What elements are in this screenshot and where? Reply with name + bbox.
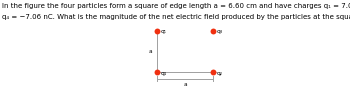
Text: q₁: q₁ [161, 29, 167, 35]
Text: In the figure the four particles form a square of edge length a = 6.60 cm and ha: In the figure the four particles form a … [2, 3, 350, 9]
Text: q₂: q₂ [217, 70, 223, 76]
Point [210, 71, 216, 73]
Point [210, 30, 216, 32]
Point [154, 30, 160, 32]
Text: q₄ = −7.06 nC. What is the magnitude of the net electric field produced by the p: q₄ = −7.06 nC. What is the magnitude of … [2, 14, 350, 20]
Text: a: a [148, 49, 152, 54]
Text: a: a [183, 82, 187, 87]
Point [154, 71, 160, 73]
Text: q₃: q₃ [217, 29, 223, 35]
Text: q₄: q₄ [161, 70, 167, 76]
